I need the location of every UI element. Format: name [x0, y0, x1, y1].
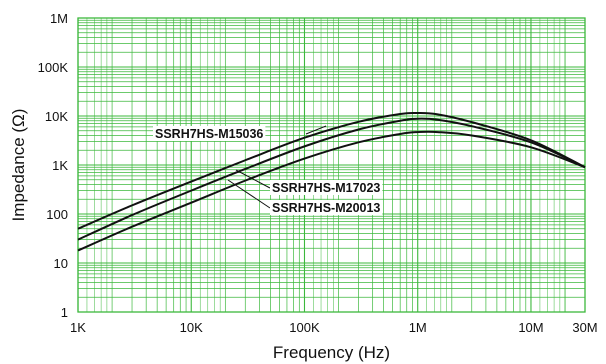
series-label-leader-3 [227, 179, 271, 209]
plot-frame [77, 17, 586, 313]
series-label-background [270, 180, 383, 195]
series-lines [77, 111, 586, 252]
series-line-3 [77, 130, 586, 252]
series-line-2 [77, 117, 586, 241]
series-label-2: SSRH7HS-M17023 [272, 181, 380, 195]
y-tick-label: 100K [38, 60, 69, 75]
y-tick-label: 100 [46, 207, 68, 222]
series-labels: SSRH7HS-M15036 SSRH7HS-M17023 SSRH7HS-M200… [153, 125, 383, 215]
x-axis-ticks: 1K 10K 100K 1M 10M 30M [70, 320, 598, 335]
series-label-1: SSRH7HS-M15036 [155, 127, 263, 141]
y-tick-label: 10 [54, 256, 68, 271]
x-tick-label: 1K [70, 320, 86, 335]
x-tick-label: 10M [518, 320, 543, 335]
y-tick-label: 1K [52, 158, 68, 173]
series-line-1 [77, 111, 586, 230]
x-axis-label: Frequency (Hz) [273, 343, 390, 362]
series-label-leader-1 [305, 125, 327, 135]
series-label-background [153, 126, 266, 141]
series-label-leader-2 [235, 169, 271, 189]
series-label-3: SSRH7HS-M20013 [272, 201, 380, 215]
y-tick-label: 1 [61, 305, 68, 320]
x-tick-label: 30M [572, 320, 597, 335]
y-axis-label: Impedance (Ω) [9, 109, 28, 222]
x-tick-label: 10K [180, 320, 203, 335]
y-tick-label: 10K [45, 109, 68, 124]
x-tick-label: 1M [409, 320, 427, 335]
y-axis-ticks: 1 10 100 1K 10K 100K 1M [38, 11, 69, 320]
y-tick-label: 1M [50, 11, 68, 26]
x-tick-label: 100K [289, 320, 320, 335]
series-label-background [270, 200, 383, 215]
